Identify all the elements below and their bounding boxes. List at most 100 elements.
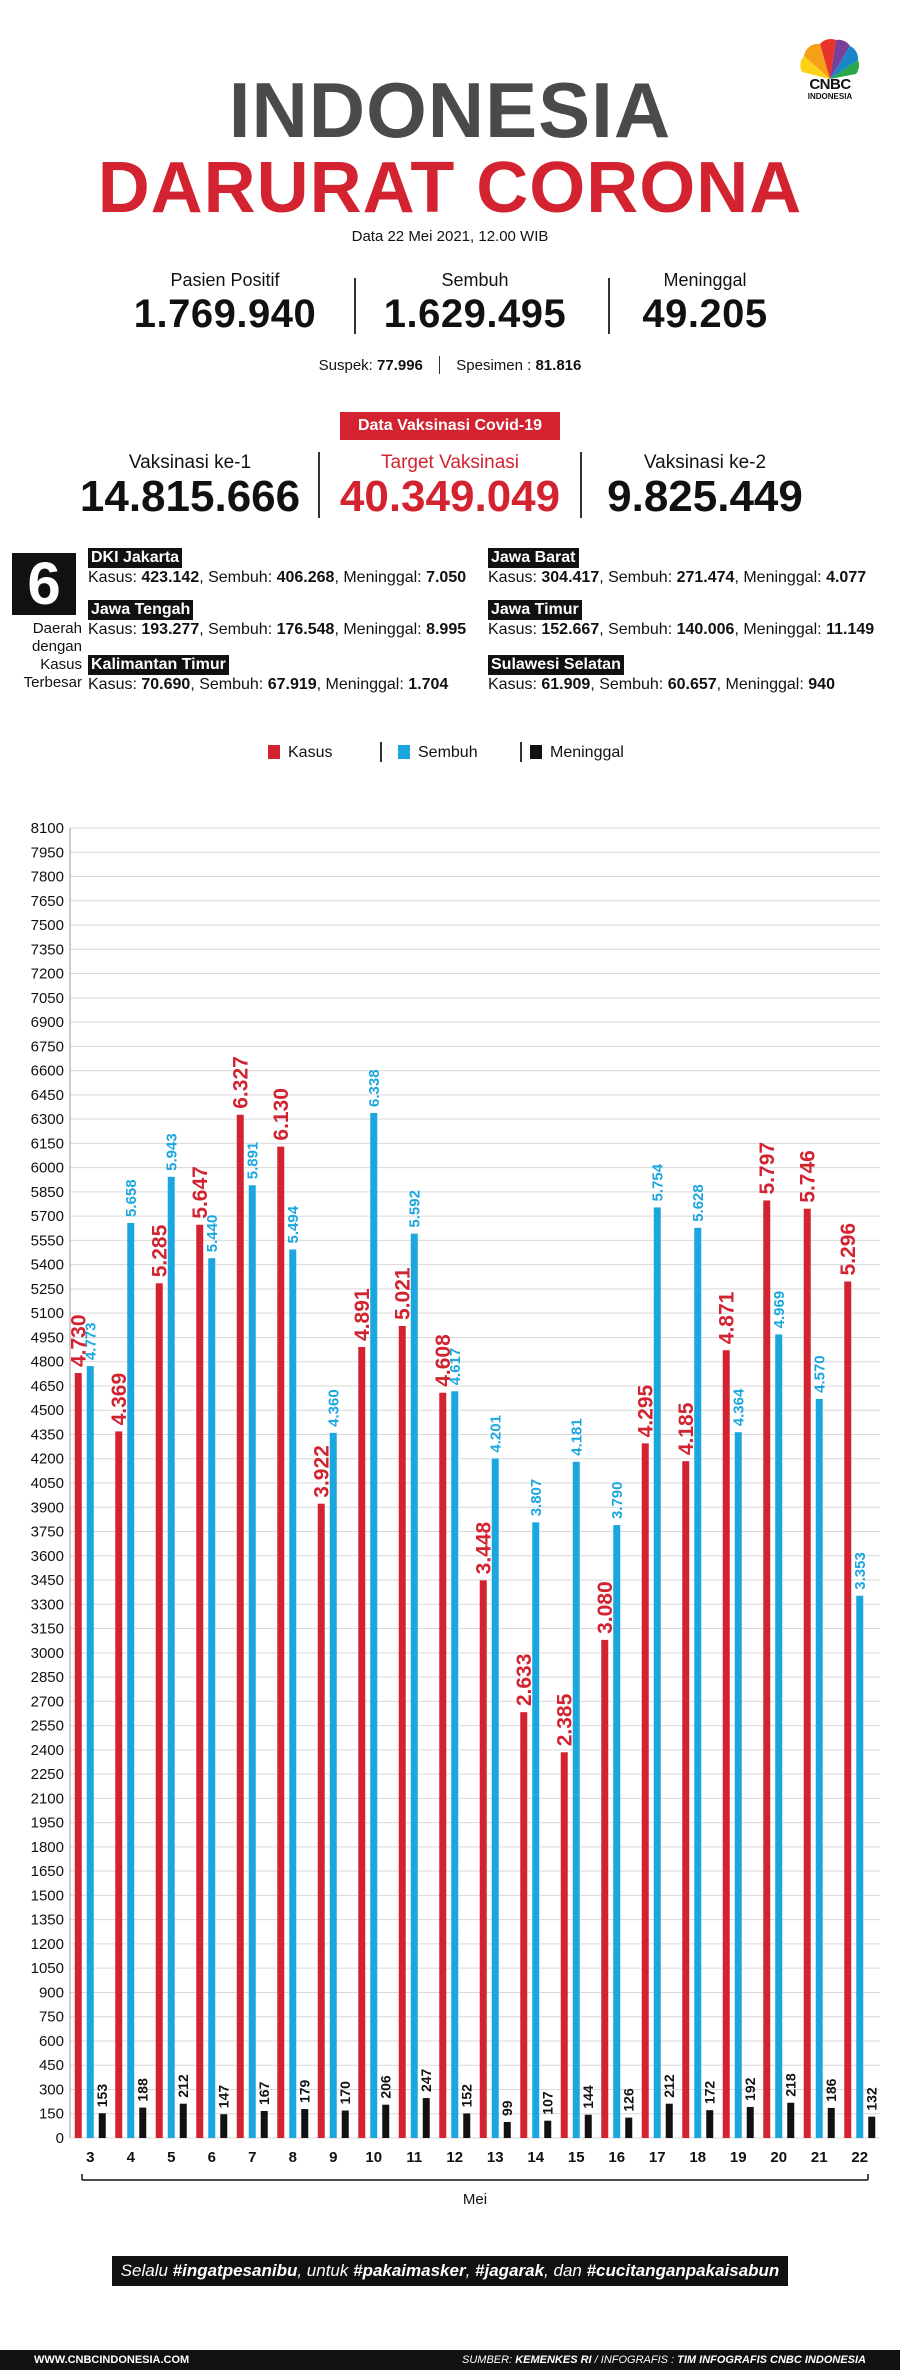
data-label-kasus: 6.327 — [230, 1056, 253, 1109]
region-name: Jawa Barat — [488, 548, 579, 568]
data-label-meninggal: 247 — [418, 2068, 434, 2092]
bar-meninggal — [301, 2109, 309, 2138]
vaccine-target-label: Target Vaksinasi — [381, 452, 519, 473]
data-label-sembuh: 5.440 — [204, 1215, 221, 1253]
data-label-kasus: 5.797 — [756, 1142, 779, 1195]
data-label-sembuh: 4.617 — [447, 1348, 464, 1386]
bar-meninggal — [98, 2113, 106, 2138]
bar-meninggal — [706, 2110, 714, 2138]
y-tick-label: 5400 — [31, 1257, 64, 1274]
bar-sembuh — [451, 1391, 459, 2138]
legend-kasus: Kasus — [268, 744, 332, 762]
y-tick-label: 1350 — [31, 1912, 64, 1929]
data-label-sembuh: 4.360 — [326, 1389, 343, 1427]
vaccine1-label: Vaksinasi ke-1 — [128, 452, 252, 473]
data-label-meninggal: 170 — [337, 2081, 353, 2105]
y-tick-label: 7950 — [31, 844, 64, 861]
bar-kasus — [74, 1373, 82, 2138]
bar-meninggal — [584, 2114, 592, 2138]
data-label-meninggal: 152 — [459, 2084, 475, 2108]
bar-meninggal — [139, 2107, 147, 2138]
y-tick-label: 150 — [39, 2106, 64, 2123]
legend-swatch-meninggal — [530, 745, 542, 759]
y-tick-label: 0 — [56, 2130, 64, 2147]
bar-kasus — [641, 1443, 649, 2138]
data-label-kasus: 5.746 — [797, 1150, 820, 1203]
x-tick-label: 4 — [127, 2149, 136, 2166]
website-link[interactable]: WWW.CNBCINDONESIA.COM — [34, 2354, 190, 2366]
source-credit: SUMBER: KEMENKES RI / INFOGRAFIS : TIM I… — [462, 2354, 866, 2366]
x-tick-label: 5 — [167, 2149, 175, 2166]
stat-divider — [608, 278, 610, 334]
bar-kasus — [155, 1283, 163, 2138]
x-tick-label: 19 — [730, 2149, 747, 2166]
y-tick-label: 3150 — [31, 1621, 64, 1638]
data-label-meninggal: 218 — [783, 2073, 799, 2097]
y-tick-label: 5700 — [31, 1208, 64, 1225]
data-label-meninggal: 153 — [94, 2084, 110, 2108]
bar-sembuh — [694, 1227, 702, 2138]
y-tick-label: 5100 — [31, 1305, 64, 1322]
data-label-kasus: 4.730 — [68, 1314, 91, 1367]
data-label-sembuh: 5.943 — [164, 1133, 181, 1171]
legend-sembuh: Sembuh — [398, 744, 478, 762]
bar-meninggal — [665, 2103, 673, 2138]
bar-sembuh — [613, 1525, 621, 2138]
bar-sembuh — [329, 1432, 337, 2138]
peacock-icon — [800, 38, 860, 79]
region-sulsel: Sulawesi Selatan Kasus: 61.909, Sembuh: … — [488, 655, 835, 693]
daily-cases-chart: 0 150 300 450 600 750 900 1050 1200 1350 1500 1650 1… — [31, 820, 880, 2208]
footer-bar: WWW.CNBCINDONESIA.COM SUMBER: KEMENKES R… — [0, 2350, 900, 2370]
y-tick-label: 2850 — [31, 1669, 64, 1686]
bar-kasus — [803, 1208, 811, 2138]
x-tick-label: 21 — [811, 2149, 828, 2166]
region-jabar: Jawa Barat Kasus: 304.417, Sembuh: 271.4… — [488, 548, 867, 586]
bar-kasus — [236, 1114, 244, 2138]
data-label-sembuh: 6.338 — [366, 1069, 383, 1107]
bar-sembuh — [653, 1207, 661, 2138]
bar-sembuh — [248, 1185, 256, 2138]
bar-sembuh — [86, 1366, 94, 2138]
y-tick-label: 4350 — [31, 1426, 64, 1443]
data-label-sembuh: 4.969 — [771, 1291, 788, 1329]
data-label-sembuh: 5.891 — [245, 1142, 262, 1180]
y-tick-label: 3900 — [31, 1499, 64, 1516]
stat-positive-value: 1.769.940 — [133, 292, 317, 336]
y-tick-label: 2400 — [31, 1742, 64, 1759]
bar-kasus — [479, 1580, 487, 2138]
data-label-meninggal: 167 — [256, 2081, 272, 2105]
bar-sembuh — [289, 1249, 297, 2138]
y-tick-label: 3000 — [31, 1645, 64, 1662]
spesimen-value: 81.816 — [535, 357, 582, 374]
bar-meninggal — [868, 2116, 876, 2138]
data-label-kasus: 4.295 — [635, 1385, 658, 1438]
data-label-sembuh: 5.494 — [285, 1205, 302, 1243]
x-tick-label: 15 — [568, 2149, 585, 2166]
y-tick-label: 1950 — [31, 1815, 64, 1832]
bar-kasus — [560, 1752, 568, 2138]
data-label-sembuh: 3.790 — [609, 1482, 626, 1520]
data-label-kasus: 5.647 — [189, 1166, 212, 1219]
bar-sembuh — [410, 1233, 418, 2138]
bar-sembuh — [572, 1461, 580, 2138]
data-label-kasus: 2.633 — [513, 1654, 536, 1707]
bar-meninggal — [179, 2103, 187, 2138]
bar-meninggal — [220, 2114, 228, 2138]
title-line2: DARURAT CORONA — [97, 148, 803, 228]
y-tick-label: 300 — [39, 2081, 64, 2098]
legend-swatch-kasus — [268, 745, 280, 759]
x-axis-label: Mei — [463, 2191, 487, 2208]
data-label-sembuh: 5.628 — [690, 1184, 707, 1222]
stat-positive-label: Pasien Positif — [170, 270, 280, 290]
bar-sembuh — [491, 1458, 499, 2138]
bar-kasus — [520, 1712, 528, 2138]
y-tick-label: 1650 — [31, 1863, 64, 1880]
region-caption: Daerah dengan Kasus Terbesar — [23, 620, 82, 691]
vaccine2-label: Vaksinasi ke-2 — [643, 452, 767, 473]
bar-meninggal — [260, 2110, 268, 2138]
bar-kasus — [601, 1639, 609, 2138]
bar-sembuh — [208, 1258, 216, 2138]
data-label-kasus: 2.385 — [554, 1693, 577, 1746]
bar-sembuh — [815, 1398, 823, 2138]
y-tick-label: 7500 — [31, 917, 64, 934]
